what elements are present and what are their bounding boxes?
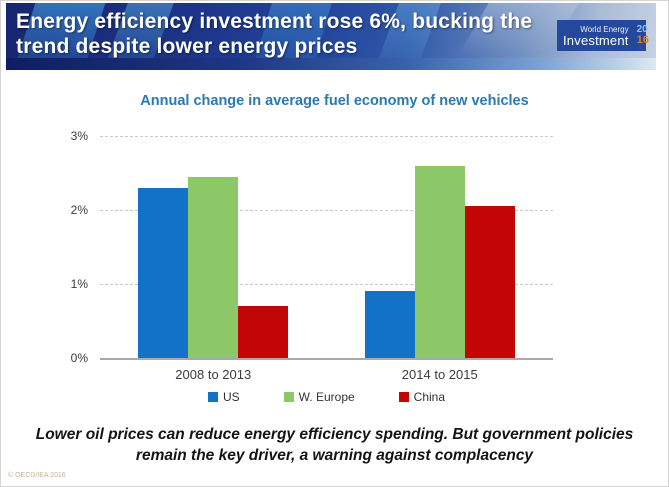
gridline-2pct — [100, 209, 553, 211]
chart-legend: US W. Europe China — [100, 390, 553, 404]
bar-w-europe-2008-to-2013 — [188, 176, 239, 358]
copyright-notice: © OECD/IEA 2016 — [8, 472, 66, 479]
bar-us-2008-to-2013 — [138, 187, 189, 358]
bar-chart-plot-area: 3% 2% 1% 0% — [71, 129, 554, 365]
bar-china-2008-to-2013 — [238, 306, 289, 358]
y-axis-tick-2pct: 2% — [70, 202, 88, 217]
legend-item-china: China — [398, 390, 446, 404]
slide-title-line1: Energy efficiency investment rose 6%, bu… — [16, 10, 533, 33]
x-axis-labels: 2008 to 2013 2014 to 2015 — [100, 367, 553, 382]
key-message-line1: Lower oil prices can reduce energy effic… — [35, 426, 634, 443]
gridline-3pct — [100, 136, 553, 137]
legend-item-us: US — [207, 390, 240, 404]
y-axis-tick-3pct: 3% — [70, 129, 88, 143]
logo-year: 20 16 — [637, 25, 649, 46]
bar-us-2014-to-2015 — [364, 291, 415, 358]
legend-swatch-us — [207, 392, 218, 402]
legend-swatch-china — [398, 392, 409, 402]
gridline-1pct — [100, 284, 553, 285]
header-banner: Energy efficiency investment rose 6%, bu… — [6, 3, 656, 70]
logo-year-bottom: 16 — [636, 34, 649, 46]
chart-title: Annual change in average fuel economy of… — [140, 93, 529, 109]
x-axis-label-2008-2013: 2008 to 2013 — [175, 367, 252, 382]
y-axis-tick-0pct: 0% — [70, 351, 88, 365]
banner-bottom-strip — [6, 58, 656, 70]
logo-brand-line2: Investment — [563, 32, 629, 48]
y-axis-tick-1pct: 1% — [70, 277, 88, 291]
legend-label-china: China — [413, 390, 446, 404]
x-axis-label-2014-2015: 2014 to 2015 — [401, 367, 478, 382]
legend-label-w-europe: W. Europe — [298, 390, 355, 404]
key-message-line2: remain the key driver, a warning against… — [135, 447, 534, 464]
world-energy-investment-logo: World Energy Investment 20 16 — [557, 20, 649, 51]
bar-w-europe-2014-to-2015 — [414, 165, 465, 358]
logo-brand-line1: World Energy — [580, 24, 629, 34]
bar-china-2014-to-2015 — [464, 206, 515, 358]
key-message: Lower oil prices can reduce energy effic… — [12, 424, 657, 466]
slide-title-line2: trend despite lower energy prices — [16, 35, 358, 58]
logo-brand-text: World Energy Investment — [563, 25, 629, 47]
bar-group-2014-2015 — [327, 136, 554, 358]
bar-group-2008-2013 — [100, 136, 327, 358]
legend-label-us: US — [222, 390, 240, 404]
legend-swatch-w-europe — [283, 392, 294, 402]
logo-year-top: 20 — [636, 24, 648, 35]
legend-item-w-europe: W. Europe — [283, 390, 355, 404]
